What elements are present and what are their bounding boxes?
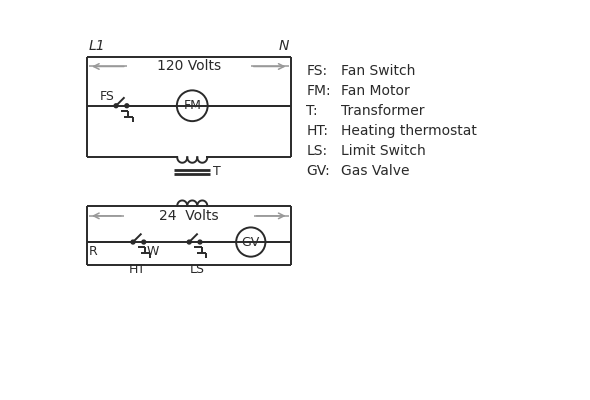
Text: LS:: LS: [306,144,327,158]
Text: Heating thermostat: Heating thermostat [341,124,477,138]
Text: Transformer: Transformer [341,104,424,118]
Text: HT:: HT: [306,124,328,138]
Text: L1: L1 [88,39,105,53]
Text: Limit Switch: Limit Switch [341,144,425,158]
Text: T:: T: [306,104,318,118]
Text: T: T [212,166,221,178]
Text: W: W [147,245,159,258]
Text: R: R [89,245,98,258]
Text: GV: GV [242,236,260,248]
Circle shape [114,104,118,108]
Text: LS: LS [190,263,205,276]
Text: FM: FM [183,99,201,112]
Circle shape [131,240,135,244]
Text: 24  Volts: 24 Volts [159,209,219,223]
Circle shape [142,240,146,244]
Text: FS:: FS: [306,64,327,78]
Text: FS: FS [100,90,114,103]
Text: Gas Valve: Gas Valve [341,164,409,178]
Circle shape [187,240,191,244]
Text: FM:: FM: [306,84,331,98]
Text: N: N [279,39,289,53]
Circle shape [125,104,129,108]
Text: Fan Motor: Fan Motor [341,84,409,98]
Text: HT: HT [128,263,145,276]
Circle shape [198,240,202,244]
Text: GV:: GV: [306,164,330,178]
Text: 120 Volts: 120 Volts [157,60,221,74]
Text: Fan Switch: Fan Switch [341,64,415,78]
